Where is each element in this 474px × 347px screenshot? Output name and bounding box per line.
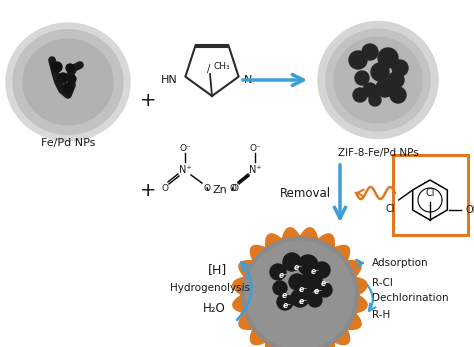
Text: R-H: R-H xyxy=(372,310,390,320)
Text: O: O xyxy=(229,184,237,193)
Text: [H]: [H] xyxy=(209,263,228,277)
Text: e⁻: e⁻ xyxy=(320,279,329,288)
Text: HN: HN xyxy=(161,75,177,85)
Circle shape xyxy=(273,281,287,295)
Text: O: O xyxy=(231,184,238,193)
Text: e⁻: e⁻ xyxy=(310,268,319,277)
Text: e⁻: e⁻ xyxy=(282,290,291,299)
Text: O⁻: O⁻ xyxy=(179,144,191,152)
Circle shape xyxy=(363,83,377,97)
Text: OH: OH xyxy=(465,205,474,215)
Text: Fe/Pd NPs: Fe/Pd NPs xyxy=(41,138,95,148)
Text: e⁻: e⁻ xyxy=(278,271,288,280)
FancyBboxPatch shape xyxy=(393,155,468,235)
Circle shape xyxy=(378,48,398,68)
Text: O: O xyxy=(203,184,210,193)
Polygon shape xyxy=(233,228,367,347)
Text: e⁻: e⁻ xyxy=(283,301,292,310)
Ellipse shape xyxy=(318,22,438,138)
Text: Dechlorination: Dechlorination xyxy=(372,293,448,303)
Text: /: / xyxy=(207,64,210,74)
Circle shape xyxy=(277,294,293,310)
Text: Removal: Removal xyxy=(280,186,330,200)
Circle shape xyxy=(355,71,369,85)
Text: N: N xyxy=(244,75,252,85)
Ellipse shape xyxy=(334,37,422,123)
Text: e⁻: e⁻ xyxy=(299,297,308,306)
Circle shape xyxy=(314,262,330,278)
Circle shape xyxy=(66,64,74,72)
Circle shape xyxy=(246,241,354,347)
Text: N⁺: N⁺ xyxy=(179,165,191,175)
Circle shape xyxy=(298,255,318,275)
Text: CH₃: CH₃ xyxy=(214,61,231,70)
Text: H₂O: H₂O xyxy=(202,302,225,314)
Text: Cl: Cl xyxy=(425,188,435,198)
Circle shape xyxy=(304,271,322,289)
Circle shape xyxy=(63,83,73,93)
Circle shape xyxy=(283,253,301,271)
Circle shape xyxy=(390,87,406,103)
Text: e⁻: e⁻ xyxy=(293,263,302,272)
Circle shape xyxy=(371,63,389,81)
Circle shape xyxy=(295,275,315,295)
Text: N⁺: N⁺ xyxy=(249,165,261,175)
Circle shape xyxy=(58,73,68,83)
Circle shape xyxy=(242,237,358,347)
Ellipse shape xyxy=(23,39,113,125)
Text: O⁻: O⁻ xyxy=(249,144,261,152)
Ellipse shape xyxy=(326,29,430,131)
Text: e⁻: e⁻ xyxy=(313,288,323,296)
Circle shape xyxy=(362,44,378,60)
Text: Adsorption: Adsorption xyxy=(372,258,428,268)
Circle shape xyxy=(318,283,332,297)
Circle shape xyxy=(289,274,305,290)
Circle shape xyxy=(369,94,381,106)
Text: Cl: Cl xyxy=(385,204,395,214)
Text: +: + xyxy=(140,91,156,110)
Circle shape xyxy=(388,72,404,88)
Circle shape xyxy=(308,293,322,307)
Text: R-Cl: R-Cl xyxy=(372,278,393,288)
Text: Hydrogenolysis: Hydrogenolysis xyxy=(170,283,250,293)
Circle shape xyxy=(349,51,367,69)
Ellipse shape xyxy=(6,23,130,141)
Circle shape xyxy=(353,88,367,102)
Circle shape xyxy=(68,75,76,83)
Text: O: O xyxy=(162,184,168,193)
Circle shape xyxy=(291,289,309,307)
Text: e⁻: e⁻ xyxy=(299,286,308,295)
Text: ZIF-8-Fe/Pd NPs: ZIF-8-Fe/Pd NPs xyxy=(337,148,419,158)
Text: Zn: Zn xyxy=(213,185,228,195)
Circle shape xyxy=(376,79,394,97)
Circle shape xyxy=(392,60,408,76)
Ellipse shape xyxy=(13,30,123,134)
Text: +: + xyxy=(140,180,156,200)
Circle shape xyxy=(270,264,286,280)
Circle shape xyxy=(52,62,62,72)
